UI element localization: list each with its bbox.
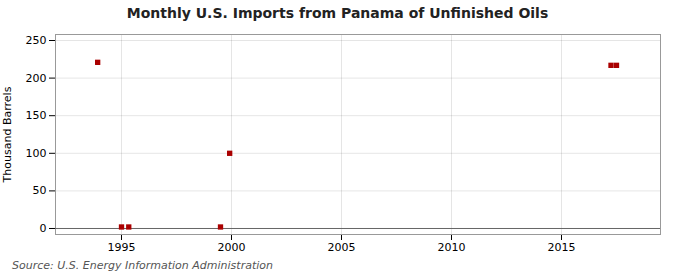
svg-text:2000: 2000 — [218, 241, 246, 254]
svg-text:2015: 2015 — [548, 241, 576, 254]
svg-text:200: 200 — [26, 72, 47, 85]
svg-text:250: 250 — [26, 34, 47, 47]
svg-text:0: 0 — [40, 222, 47, 235]
svg-text:100: 100 — [26, 147, 47, 160]
html-text:Source: U.S. Energy Informatio: Source: U.S. Energy Information Administ… — [12, 259, 273, 272]
svg-text:2010: 2010 — [438, 241, 466, 254]
html-text:Monthly U.S. Imports from Pana: Monthly U.S. Imports from Panama of Unfi… — [126, 5, 549, 21]
svg-text:50: 50 — [33, 184, 47, 197]
svg-text:1995: 1995 — [108, 241, 136, 254]
svg-text:2005: 2005 — [328, 241, 356, 254]
svg-text:Thousand Barrels: Thousand Barrels — [1, 86, 14, 183]
svg-text:150: 150 — [26, 109, 47, 122]
